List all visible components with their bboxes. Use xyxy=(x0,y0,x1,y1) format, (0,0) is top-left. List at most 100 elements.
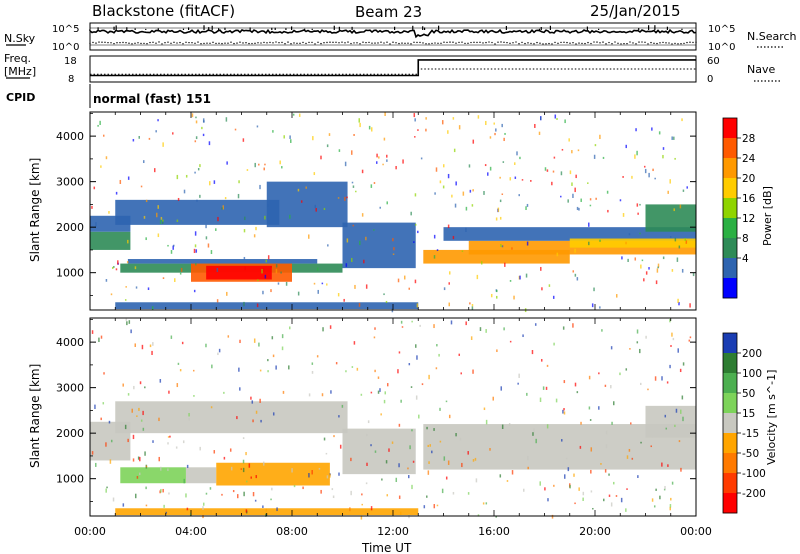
power-speckle xyxy=(676,257,679,262)
vel-speckle xyxy=(145,486,147,490)
power-colorbar-tick-label: 12 xyxy=(742,213,755,225)
power-speckle xyxy=(636,150,638,156)
power-speckle xyxy=(361,169,364,174)
vel-speckle xyxy=(429,444,432,447)
power-band-5 xyxy=(127,259,318,264)
freq-unit-label: [MHz] xyxy=(4,65,36,78)
power-speckle xyxy=(127,176,130,180)
power-colorbar-tick-label: 20 xyxy=(742,173,755,185)
power-speckle xyxy=(244,216,246,221)
power-speckle xyxy=(628,233,631,236)
vel-speckle xyxy=(665,427,668,430)
power-band-3 xyxy=(266,181,348,228)
power-speckle xyxy=(580,198,582,202)
vel-speckle xyxy=(489,448,491,451)
time-tick-label: 08:00 xyxy=(276,525,308,538)
power-speckle xyxy=(574,273,577,277)
power-speckle xyxy=(346,238,349,243)
vel-speckle xyxy=(411,429,413,432)
power-speckle xyxy=(658,131,661,135)
power-colorbar-tick-label: 28 xyxy=(742,133,755,145)
power-speckle xyxy=(199,164,201,168)
power-speckle xyxy=(102,134,105,137)
power-speckle xyxy=(297,291,300,296)
power-speckle xyxy=(151,306,154,311)
power-speckle xyxy=(205,236,208,240)
vel-speckle xyxy=(590,447,593,452)
power-speckle xyxy=(504,132,506,135)
vel-speckle xyxy=(251,400,254,404)
vel-speckle xyxy=(485,502,488,505)
power-speckle xyxy=(501,245,504,248)
power-speckle xyxy=(234,128,237,131)
power-speckle xyxy=(180,267,183,272)
power-speckle xyxy=(257,279,259,282)
power-speckle xyxy=(328,133,331,136)
power-speckle xyxy=(258,163,260,166)
power-speckle xyxy=(226,291,228,296)
vel-speckle xyxy=(103,372,105,375)
power-speckle xyxy=(275,264,278,268)
power-speckle xyxy=(264,215,266,220)
power-speckle xyxy=(279,160,281,165)
power-speckle xyxy=(569,170,572,175)
power-speckle xyxy=(143,215,146,219)
power-speckle xyxy=(313,172,316,176)
vel-speckle xyxy=(210,406,213,409)
power-speckle xyxy=(587,182,589,184)
vel-speckle xyxy=(265,508,268,512)
power-speckle xyxy=(599,306,601,309)
power-speckle xyxy=(408,287,410,290)
vel-speckle xyxy=(167,436,170,438)
vel-speckle xyxy=(308,473,310,478)
power-speckle xyxy=(689,303,691,308)
power-speckle xyxy=(193,289,196,293)
power-speckle xyxy=(495,295,498,299)
power-speckle xyxy=(678,302,680,306)
vel-speckle xyxy=(100,335,103,339)
vel-speckle xyxy=(250,476,252,479)
power-speckle xyxy=(370,184,373,188)
vel-speckle xyxy=(526,392,528,396)
power-speckle xyxy=(619,199,622,202)
vel-speckle xyxy=(613,401,615,406)
power-speckle xyxy=(162,277,165,280)
vel-speckle xyxy=(149,344,152,348)
power-speckle xyxy=(471,306,474,311)
vel-speckle xyxy=(534,323,537,326)
vel-speckle xyxy=(651,498,654,502)
power-ytick-label: 1000 xyxy=(56,267,84,280)
power-speckle xyxy=(308,234,310,239)
vel-speckle xyxy=(202,502,205,506)
power-speckle xyxy=(115,268,118,271)
vel-speckle xyxy=(608,494,611,497)
power-colorbar-cell xyxy=(723,218,737,239)
vel-speckle xyxy=(562,409,564,414)
vel-speckle xyxy=(445,400,448,403)
vel-speckle xyxy=(433,428,435,431)
vel-speckle xyxy=(561,439,563,442)
power-speckle xyxy=(277,282,280,285)
power-speckle xyxy=(577,149,580,152)
vel-speckle xyxy=(105,488,107,493)
power-speckle xyxy=(451,194,453,198)
power-speckle xyxy=(395,165,397,170)
vel-speckle xyxy=(391,441,394,444)
power-speckle xyxy=(439,180,442,184)
vel-speckle xyxy=(193,395,195,397)
power-speckle xyxy=(254,162,256,168)
vel-speckle xyxy=(167,442,169,445)
vel-speckle xyxy=(678,440,681,443)
power-speckle xyxy=(91,205,93,209)
power-speckle xyxy=(195,263,197,266)
power-speckle xyxy=(631,175,633,179)
power-speckle xyxy=(385,300,388,304)
power-speckle xyxy=(195,136,198,140)
power-speckle xyxy=(145,199,148,203)
vel-speckle xyxy=(272,354,275,358)
vel-speckle xyxy=(611,421,613,425)
vel-speckle xyxy=(610,502,613,507)
power-speckle xyxy=(682,189,685,192)
vel-speckle xyxy=(232,490,235,493)
power-speckle xyxy=(343,298,345,302)
